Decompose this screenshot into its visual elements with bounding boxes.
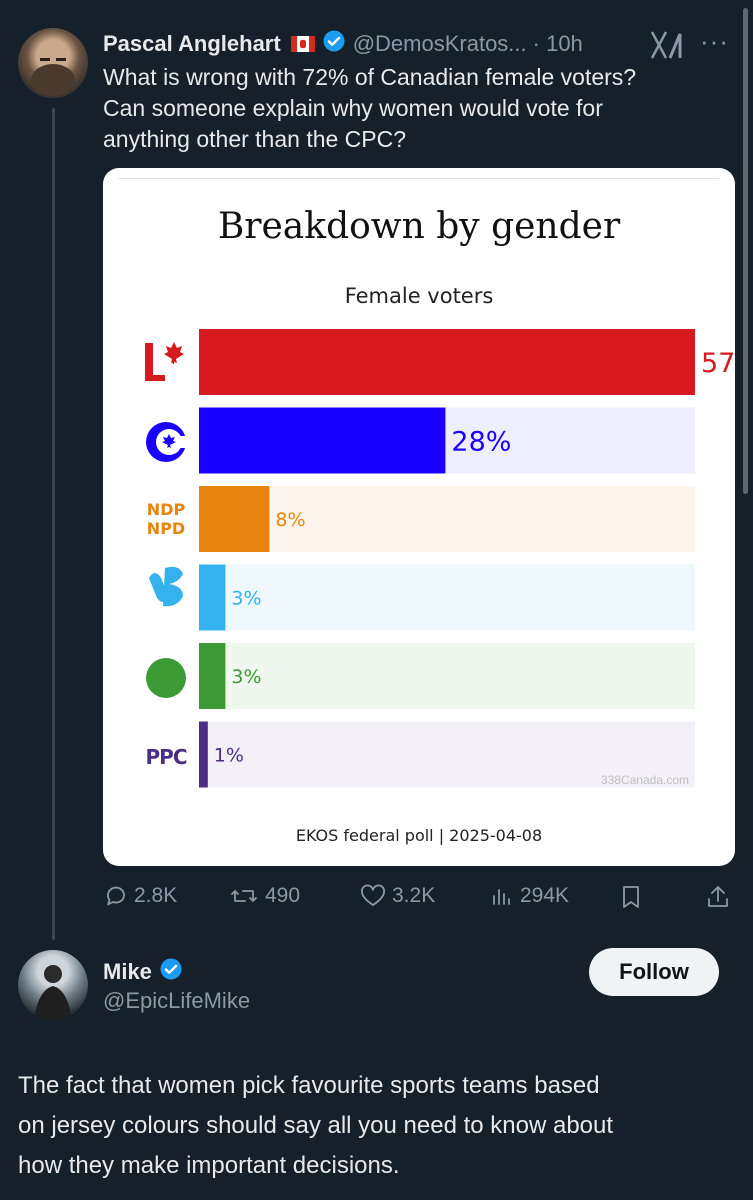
bar-value-label: 3% xyxy=(231,666,261,688)
reply-text: The fact that women pick favourite sport… xyxy=(18,1066,748,1186)
liberal-logo-icon xyxy=(145,342,184,381)
bar-track xyxy=(199,721,695,788)
chart-watermark: 338Canada.com xyxy=(600,773,689,787)
chart-source: EKOS federal poll | 2025-04-08 xyxy=(295,826,543,845)
conservative-logo-icon xyxy=(146,422,193,462)
views-count: 294K xyxy=(520,884,570,907)
bar-value-label: 3% xyxy=(231,588,261,610)
more-options-icon[interactable]: ··· xyxy=(700,26,729,56)
bloc-logo-icon xyxy=(149,566,183,607)
bar-value-label: 8% xyxy=(275,509,305,531)
repost-icon xyxy=(231,890,257,902)
repost-count: 490 xyxy=(265,884,301,907)
bar-cpc xyxy=(199,407,446,474)
chart-subtitle: Female voters xyxy=(344,284,494,308)
verified-badge-icon xyxy=(323,30,345,57)
bar-value-label: 28% xyxy=(451,427,511,458)
views-button[interactable]: 294K xyxy=(490,884,569,908)
bar-track xyxy=(199,643,695,709)
avatar-face-icon xyxy=(31,58,75,96)
author-name[interactable]: Pascal Anglehart xyxy=(103,30,281,56)
tweet-time[interactable]: · 10h xyxy=(532,30,583,56)
bar-gpc xyxy=(199,643,226,709)
ppc-logo-icon: PPC xyxy=(146,745,188,769)
author-handle[interactable]: @DemosKratos... xyxy=(352,30,527,56)
reply-text-line: The fact that women pick favourite sport… xyxy=(18,1072,600,1099)
bar-ndp xyxy=(199,486,270,552)
tweet-text-line: anything other than the CPC? xyxy=(103,126,407,152)
thread-line xyxy=(52,108,55,940)
green-logo-icon xyxy=(146,658,186,698)
bar-value-label: 1% xyxy=(214,745,244,767)
scrollbar[interactable] xyxy=(743,8,748,494)
tweet-header: Pascal Anglehart @DemosKratos... · 10h xyxy=(103,30,583,57)
tweet-text: What is wrong with 72% of Canadian femal… xyxy=(103,62,743,155)
chart-image-card[interactable]: Breakdown by gender Female voters NDP NP… xyxy=(103,168,735,866)
repost-button[interactable]: 490 xyxy=(229,884,300,908)
grok-icon[interactable] xyxy=(646,28,686,69)
reply-icon xyxy=(107,886,125,906)
reply-button[interactable]: 2.8K xyxy=(104,884,177,908)
reply-header: Mike xyxy=(103,958,182,985)
share-icon xyxy=(708,886,728,907)
bookmark-icon xyxy=(623,886,639,908)
bar-value-label: 57% xyxy=(701,348,735,379)
ndp-logo-text-top: NDP xyxy=(147,500,186,519)
bar-track xyxy=(199,564,695,631)
bar-bq xyxy=(199,564,226,631)
bar-track xyxy=(199,486,695,552)
reply-author-name[interactable]: Mike xyxy=(103,958,152,984)
reply-count: 2.8K xyxy=(134,884,178,907)
ndp-logo-text-bottom: NPD xyxy=(147,519,185,538)
ppc-logo-text: PPC xyxy=(146,745,187,769)
author-avatar[interactable] xyxy=(18,28,88,98)
card-divider xyxy=(119,178,719,179)
reply-text-line: on jersey colours should say all you nee… xyxy=(18,1112,614,1139)
bookmark-button[interactable] xyxy=(620,884,642,910)
reply-author-handle[interactable]: @EpicLifeMike xyxy=(103,988,251,1013)
tweet-text-line: Can someone explain why women would vote… xyxy=(103,95,603,121)
heart-icon xyxy=(361,884,385,906)
share-button[interactable] xyxy=(706,884,730,910)
like-count: 3.2K xyxy=(392,884,436,907)
canada-flag-icon xyxy=(290,35,315,52)
follow-button[interactable]: Follow xyxy=(589,948,719,996)
avatar-person-icon xyxy=(34,965,72,1020)
views-chart-icon xyxy=(493,889,510,905)
like-button[interactable]: 3.2K xyxy=(360,884,435,908)
reply-author-avatar[interactable] xyxy=(18,950,88,1020)
tweet-text-line: What is wrong with 72% of Canadian femal… xyxy=(103,64,637,90)
bar-ppc xyxy=(199,721,208,788)
chart-title: Breakdown by gender xyxy=(217,206,621,247)
reply-text-line: how they make important decisions. xyxy=(18,1152,400,1179)
ndp-logo-icon: NDP NPD xyxy=(147,500,186,538)
bar-chart: NDP NPD PPC 57% 28% 8% 3% 3% 1% xyxy=(145,329,735,788)
verified-badge-icon xyxy=(160,958,182,985)
bar-lpc xyxy=(199,329,695,395)
